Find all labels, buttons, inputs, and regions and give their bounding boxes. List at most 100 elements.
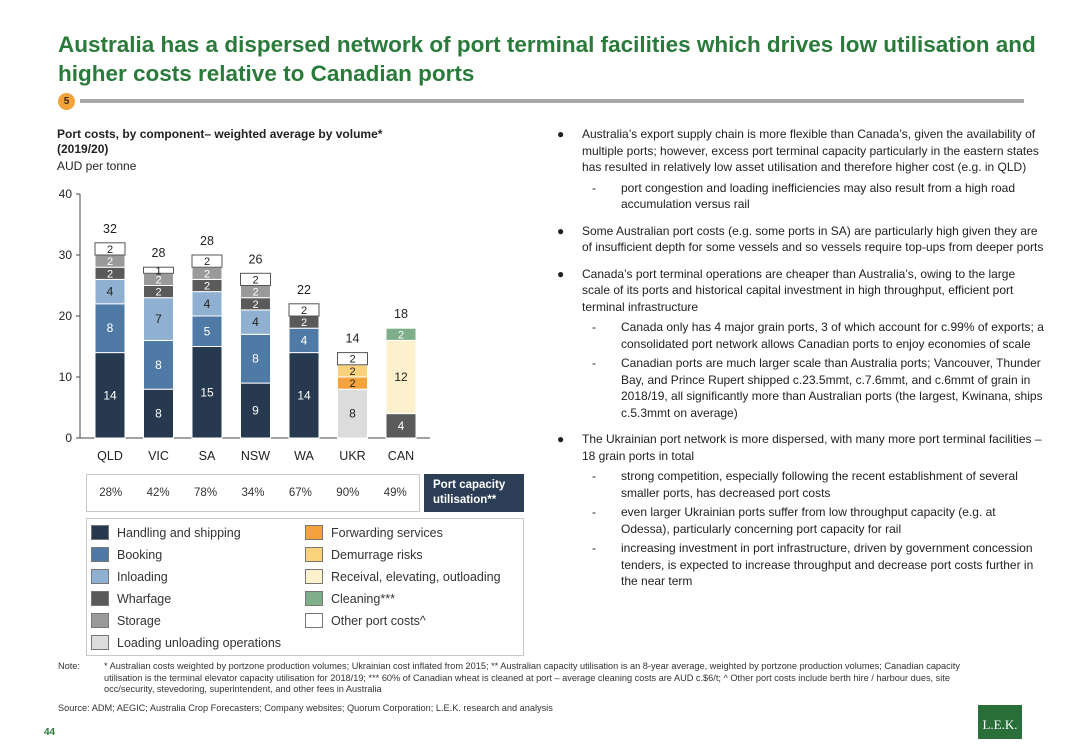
utilisation-header: Port capacity utilisation**: [424, 474, 524, 512]
dash-icon: -: [592, 320, 596, 334]
sub-bullet-text: Canadian ports are much larger scale tha…: [621, 356, 1043, 420]
category-label-sa: SA: [199, 449, 216, 463]
sub-bullet-text: strong competition, especially following…: [621, 469, 1018, 500]
segment-label: 2: [155, 287, 161, 299]
segment-label: 4: [107, 285, 114, 299]
legend-swatch: [91, 591, 109, 606]
bar-segment-sa-1: [191, 315, 223, 347]
chart-unit-label: AUD per tonne: [57, 159, 137, 173]
legend-swatch: [305, 569, 323, 584]
legend-label: Storage: [117, 613, 161, 628]
bar-segment-nsw-0: [240, 382, 271, 439]
segment-label: 2: [349, 354, 355, 366]
bar-segment-wa-1: [288, 327, 320, 354]
dash-icon: -: [592, 469, 596, 483]
bar-segment-qld-2: [94, 278, 126, 305]
total-label-qld: 32: [103, 222, 117, 236]
dash-icon: -: [592, 356, 596, 370]
legend-label: Booking: [117, 547, 163, 562]
legend-item: Forwarding services: [305, 525, 443, 540]
segment-label: 14: [297, 388, 311, 402]
bar-segment-vic-10: [143, 266, 174, 274]
bar-segment-sa-10: [191, 254, 223, 268]
segment-label: 8: [155, 407, 162, 421]
bar-segment-nsw-10: [240, 272, 271, 286]
bar-segment-can-9: [385, 327, 417, 341]
utilisation-qld: 28%: [99, 487, 123, 499]
legend-label: Demurrage risks: [331, 547, 423, 562]
sub-bullet-item: - even larger Ukrainian ports suffer from…: [582, 504, 1045, 537]
bullet-dot-icon: ●: [557, 432, 565, 446]
legend-item: Handling and shipping: [91, 525, 241, 540]
legend-label: Other port costs^: [331, 613, 426, 628]
bar-segment-qld-0: [94, 352, 126, 439]
chart-title-line2: (2019/20): [57, 142, 109, 156]
y-tick-label: 40: [59, 187, 73, 201]
total-label-wa: 22: [297, 283, 311, 297]
legend-item: Demurrage risks: [305, 547, 423, 562]
segment-label: 8: [252, 352, 259, 366]
bar-segment-nsw-2: [240, 309, 271, 335]
segment-label: 2: [107, 244, 113, 256]
bar-segment-qld-1: [94, 303, 126, 354]
chart-title: Port costs, by component– weighted avera…: [57, 127, 382, 157]
legend-item: Loading unloading operations: [91, 635, 281, 650]
page-title: Australia has a dispersed network of por…: [58, 32, 1036, 86]
segment-label: 4: [301, 333, 308, 347]
bullet-item: ● Canada’s port terminal operations are c…: [555, 266, 1045, 422]
bullet-item: ● The Ukrainian port network is more disp…: [555, 431, 1045, 590]
bullet-text: Canada’s port terminal operations are ch…: [582, 266, 1016, 314]
legend-swatch: [91, 613, 109, 628]
legend-swatch: [91, 525, 109, 540]
segment-label: 2: [301, 305, 307, 317]
segment-label: 1: [155, 265, 161, 277]
company-logo: L.E.K.: [978, 705, 1022, 739]
footnote-label: Note:: [58, 661, 80, 671]
y-tick-label: 0: [65, 431, 72, 445]
legend-swatch: [305, 547, 323, 562]
dash-icon: -: [592, 505, 596, 519]
category-label-vic: VIC: [148, 449, 169, 463]
sub-bullet-text: even larger Ukrainian ports suffer from …: [621, 505, 996, 536]
bullet-dot-icon: ●: [557, 223, 565, 238]
utilisation-ukr: 90%: [336, 487, 360, 499]
legend-label: Inloading: [117, 569, 168, 584]
bar-segment-ukr-10: [337, 352, 368, 366]
bullet-text: Australia’s export supply chain is more …: [582, 127, 1039, 174]
segment-label: 2: [252, 299, 258, 311]
category-label-ukr: UKR: [339, 449, 365, 463]
legend-label: Handling and shipping: [117, 525, 241, 540]
legend-swatch: [91, 569, 109, 584]
legend-swatch: [305, 525, 323, 540]
y-tick-label: 20: [59, 309, 73, 323]
segment-label: 9: [252, 404, 259, 418]
legend-item: Cleaning***: [305, 591, 395, 606]
page-number: 44: [44, 727, 56, 738]
bar-segment-vic-2: [143, 297, 174, 341]
total-label-nsw: 26: [249, 252, 263, 266]
title-divider: [80, 99, 1024, 103]
legend-item: Storage: [91, 613, 161, 628]
legend-swatch: [91, 635, 109, 650]
legend-label: Loading unloading operations: [117, 635, 282, 650]
section-badge: 5: [58, 93, 75, 110]
legend-item: Inloading: [91, 569, 168, 584]
sub-bullet-item: - Canada only has 4 major grain ports, 3 …: [582, 319, 1045, 352]
sub-bullet-item: - port congestion and loading inefficienc…: [582, 180, 1045, 213]
legend-item: Other port costs^: [305, 613, 426, 628]
sub-bullet-item: - increasing investment in port infrastru…: [582, 540, 1045, 590]
segment-label: 4: [204, 297, 211, 311]
category-label-nsw: NSW: [241, 449, 270, 463]
segment-label: 2: [349, 366, 355, 378]
bullet-item: ● Some Australian port costs (e.g. some p…: [555, 223, 1045, 256]
bar-segment-vic-0: [143, 388, 174, 439]
segment-label: 2: [252, 287, 258, 299]
dash-icon: -: [592, 180, 596, 195]
utilisation-nsw: 34%: [241, 487, 265, 499]
utilisation-can: 49%: [383, 487, 407, 499]
chart-title-line1: Port costs, by component– weighted avera…: [57, 127, 383, 141]
segment-label: 2: [107, 256, 113, 268]
legend-swatch: [305, 613, 323, 628]
utilisation-vic: 42%: [146, 487, 170, 499]
utilisation-row: 28% 42% 78% 34% 67% 90% 49%: [86, 474, 420, 512]
